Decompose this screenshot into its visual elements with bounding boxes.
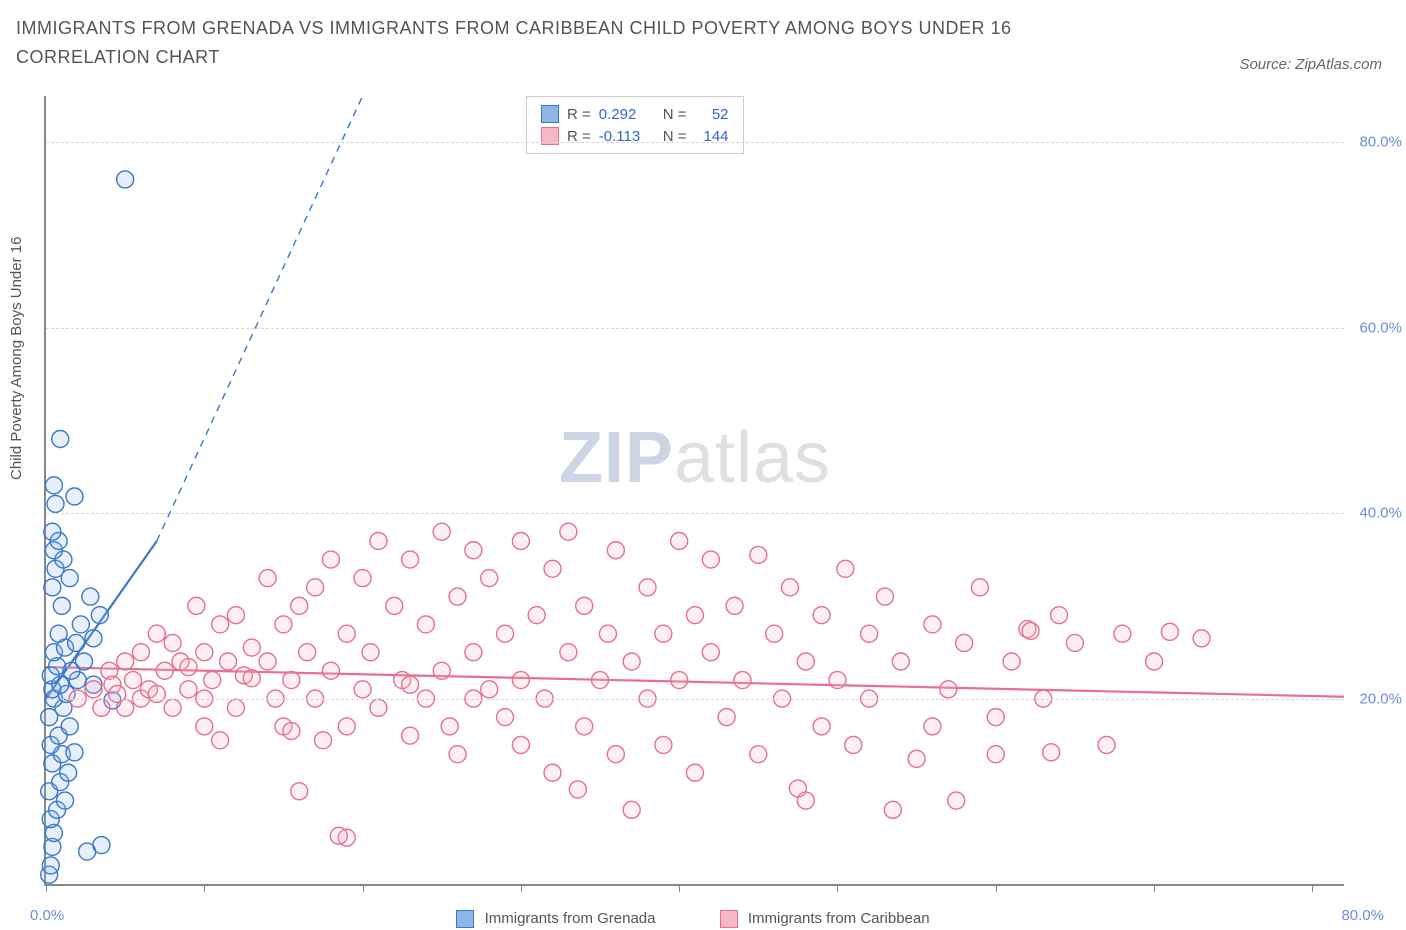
swatch-series-0 xyxy=(456,910,474,928)
x-tick xyxy=(1154,884,1155,892)
swatch-series-1 xyxy=(720,910,738,928)
n-value-0: 52 xyxy=(695,106,729,123)
legend-entry-0: Immigrants from Grenada xyxy=(456,910,655,928)
x-end-label: 80.0% xyxy=(1341,907,1384,924)
stats-legend: R = 0.292 N = 52 R = -0.113 N = 144 xyxy=(526,96,744,154)
legend-entry-1: Immigrants from Caribbean xyxy=(720,910,930,928)
series-legend: Immigrants from Grenada Immigrants from … xyxy=(44,910,1342,928)
r-value-0: 0.292 xyxy=(599,106,655,123)
y-tick-label: 80.0% xyxy=(1359,134,1402,151)
y-tick-label: 20.0% xyxy=(1359,690,1402,707)
stats-legend-row-1: R = -0.113 N = 144 xyxy=(541,125,729,147)
plot-area: ZIPatlas R = 0.292 N = 52 R = -0.113 N =… xyxy=(44,96,1344,886)
y-axis-label: Child Poverty Among Boys Under 16 xyxy=(8,237,25,480)
x-tick xyxy=(679,884,680,892)
swatch-series-0 xyxy=(541,105,559,123)
x-tick xyxy=(521,884,522,892)
stats-legend-row-0: R = 0.292 N = 52 xyxy=(541,103,729,125)
x-tick xyxy=(996,884,997,892)
x-tick xyxy=(1312,884,1313,892)
r-label: R = xyxy=(567,106,591,123)
x-tick xyxy=(204,884,205,892)
x-tick xyxy=(363,884,364,892)
source-attribution: Source: ZipAtlas.com xyxy=(1239,56,1382,73)
n-label: N = xyxy=(663,106,687,123)
legend-label-1: Immigrants from Caribbean xyxy=(748,910,930,927)
plot-svg xyxy=(46,96,1344,884)
x-tick xyxy=(837,884,838,892)
legend-label-0: Immigrants from Grenada xyxy=(485,910,656,927)
chart-title: IMMIGRANTS FROM GRENADA VS IMMIGRANTS FR… xyxy=(16,14,1116,72)
x-tick xyxy=(46,884,47,892)
y-tick-label: 60.0% xyxy=(1359,319,1402,336)
y-tick-label: 40.0% xyxy=(1359,505,1402,522)
